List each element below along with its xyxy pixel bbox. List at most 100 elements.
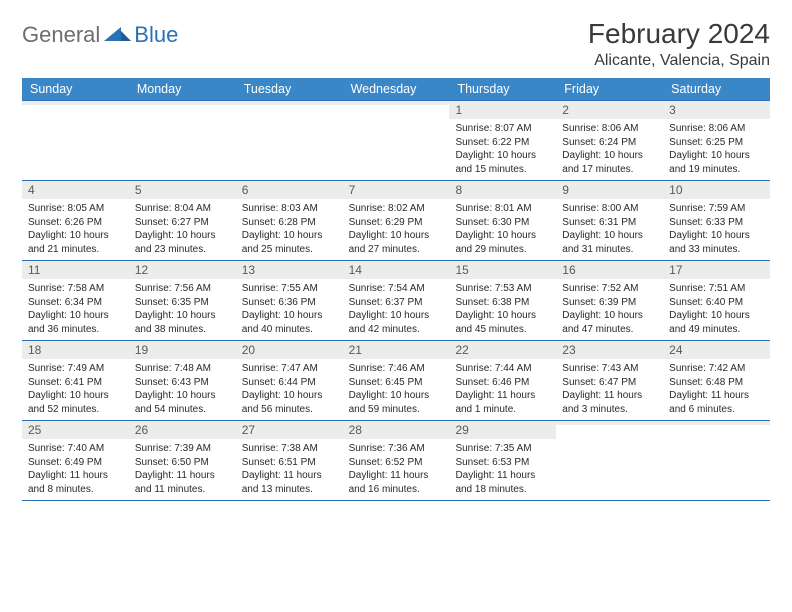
calendar-day: 26Sunrise: 7:39 AMSunset: 6:50 PMDayligh… [129, 421, 236, 500]
day-content: Sunrise: 8:06 AMSunset: 6:25 PMDaylight:… [663, 119, 770, 180]
day-d2: and 31 minutes. [562, 243, 657, 257]
day-number: 18 [28, 343, 41, 357]
day-content: Sunrise: 8:07 AMSunset: 6:22 PMDaylight:… [449, 119, 556, 180]
day-number-wrap: 28 [343, 421, 450, 439]
calendar-day: 14 Sunrise: 7:54 AMSunset: 6:37 PMDayligh… [343, 261, 450, 340]
day-d1: Daylight: 10 hours [455, 229, 550, 243]
calendar-day: 28Sunrise: 7:36 AMSunset: 6:52 PMDayligh… [343, 421, 450, 500]
day-d2: and 13 minutes. [242, 483, 337, 497]
day-number-wrap: 23 [556, 341, 663, 359]
calendar-week: 4Sunrise: 8:05 AMSunset: 6:26 PMDaylight… [22, 181, 770, 261]
day-number-wrap: 15 [449, 261, 556, 279]
day-sr: Sunrise: 8:04 AM [135, 202, 230, 216]
day-ss: Sunset: 6:27 PM [135, 216, 230, 230]
day-sr: Sunrise: 7:42 AM [669, 362, 764, 376]
day-number-wrap: 4 [22, 181, 129, 199]
day-number: 11 [28, 263, 40, 277]
day-sr: Sunrise: 8:06 AM [669, 122, 764, 136]
day-ss: Sunset: 6:49 PM [28, 456, 123, 470]
day-number-wrap: 9 [556, 181, 663, 199]
day-content: Sunrise: 8:00 AMSunset: 6:31 PMDaylight:… [556, 199, 663, 260]
day-ss: Sunset: 6:52 PM [349, 456, 444, 470]
day-number: 23 [562, 343, 575, 357]
calendar-day: 15Sunrise: 7:53 AMSunset: 6:38 PMDayligh… [449, 261, 556, 340]
day-number: 22 [455, 343, 468, 357]
day-d2: and 8 minutes. [28, 483, 123, 497]
day-ss: Sunset: 6:25 PM [669, 136, 764, 150]
day-number: 9 [562, 183, 569, 197]
weekday-col: Monday [129, 78, 236, 100]
day-number: 14 [349, 263, 362, 277]
calendar: Sunday Monday Tuesday Wednesday Thursday… [22, 78, 770, 501]
day-number-wrap: 17 [663, 261, 770, 279]
day-number: 7 [349, 183, 356, 197]
day-d1: Daylight: 11 hours [562, 389, 657, 403]
day-d2: and 6 minutes. [669, 403, 764, 417]
day-ss: Sunset: 6:22 PM [455, 136, 550, 150]
weekday-header: Sunday Monday Tuesday Wednesday Thursday… [22, 78, 770, 100]
day-sr: Sunrise: 7:56 AM [135, 282, 230, 296]
calendar-day: 7Sunrise: 8:02 AMSunset: 6:29 PMDaylight… [343, 181, 450, 260]
day-d1: Daylight: 11 hours [349, 469, 444, 483]
day-d2: and 56 minutes. [242, 403, 337, 417]
day-number-wrap: 10 [663, 181, 770, 199]
day-ss: Sunset: 6:38 PM [455, 296, 550, 310]
day-number: 21 [349, 343, 362, 357]
day-d1: Daylight: 10 hours [669, 309, 764, 323]
day-content: Sunrise: 7:36 AMSunset: 6:52 PMDaylight:… [343, 439, 450, 500]
day-number-wrap: 22 [449, 341, 556, 359]
calendar-day: 3Sunrise: 8:06 AMSunset: 6:25 PMDaylight… [663, 101, 770, 180]
day-number-wrap: 13 [236, 261, 343, 279]
day-sr: Sunrise: 7:49 AM [28, 362, 123, 376]
day-content: Sunrise: 7:54 AMSunset: 6:37 PMDaylight:… [343, 279, 450, 340]
day-number-wrap [129, 101, 236, 105]
day-sr: Sunrise: 7:54 AM [349, 282, 444, 296]
day-content: Sunrise: 7:58 AMSunset: 6:34 PMDaylight:… [22, 279, 129, 340]
day-d2: and 52 minutes. [28, 403, 123, 417]
day-d1: Daylight: 10 hours [455, 309, 550, 323]
day-d2: and 11 minutes. [135, 483, 230, 497]
day-d2: and 3 minutes. [562, 403, 657, 417]
day-d1: Daylight: 11 hours [135, 469, 230, 483]
day-d2: and 54 minutes. [135, 403, 230, 417]
day-d1: Daylight: 10 hours [669, 149, 764, 163]
day-number: 15 [455, 263, 468, 277]
calendar-day [22, 101, 129, 180]
calendar-day: 16Sunrise: 7:52 AMSunset: 6:39 PMDayligh… [556, 261, 663, 340]
title-block: February 2024 Alicante, Valencia, Spain [588, 18, 770, 70]
day-ss: Sunset: 6:24 PM [562, 136, 657, 150]
day-number: 8 [455, 183, 462, 197]
day-d1: Daylight: 10 hours [135, 229, 230, 243]
calendar-week: 25Sunrise: 7:40 AMSunset: 6:49 PMDayligh… [22, 421, 770, 501]
calendar-day: 17Sunrise: 7:51 AMSunset: 6:40 PMDayligh… [663, 261, 770, 340]
day-sr: Sunrise: 7:43 AM [562, 362, 657, 376]
day-sr: Sunrise: 8:05 AM [28, 202, 123, 216]
day-d2: and 38 minutes. [135, 323, 230, 337]
day-content: Sunrise: 7:51 AMSunset: 6:40 PMDaylight:… [663, 279, 770, 340]
day-content: Sunrise: 7:48 AMSunset: 6:43 PMDaylight:… [129, 359, 236, 420]
day-d1: Daylight: 10 hours [135, 389, 230, 403]
day-ss: Sunset: 6:48 PM [669, 376, 764, 390]
day-number-wrap: 14 [343, 261, 450, 279]
calendar-day: 25Sunrise: 7:40 AMSunset: 6:49 PMDayligh… [22, 421, 129, 500]
day-d1: Daylight: 10 hours [562, 309, 657, 323]
day-content: Sunrise: 7:47 AMSunset: 6:44 PMDaylight:… [236, 359, 343, 420]
calendar-day: 20Sunrise: 7:47 AMSunset: 6:44 PMDayligh… [236, 341, 343, 420]
day-number-wrap: 18 [22, 341, 129, 359]
day-number-wrap: 12 [129, 261, 236, 279]
day-sr: Sunrise: 7:48 AM [135, 362, 230, 376]
calendar-body: 1 Sunrise: 8:07 AMSunset: 6:22 PMDaylight… [22, 100, 770, 501]
day-d1: Daylight: 10 hours [28, 229, 123, 243]
day-number-wrap: 2 [556, 101, 663, 119]
day-d2: and 40 minutes. [242, 323, 337, 337]
day-d1: Daylight: 10 hours [349, 309, 444, 323]
day-number-wrap: 3 [663, 101, 770, 119]
day-number: 1 [455, 103, 462, 117]
calendar-day: 10Sunrise: 7:59 AMSunset: 6:33 PMDayligh… [663, 181, 770, 260]
day-number-wrap: 26 [129, 421, 236, 439]
day-d1: Daylight: 10 hours [669, 229, 764, 243]
day-sr: Sunrise: 8:00 AM [562, 202, 657, 216]
day-content: Sunrise: 7:59 AMSunset: 6:33 PMDaylight:… [663, 199, 770, 260]
day-sr: Sunrise: 8:01 AM [455, 202, 550, 216]
logo-triangle-icon [104, 25, 132, 45]
